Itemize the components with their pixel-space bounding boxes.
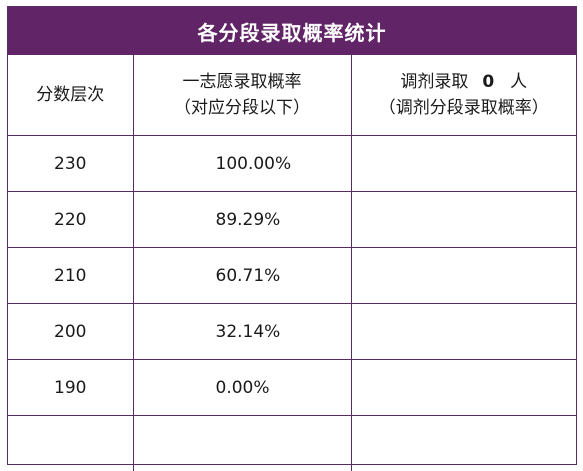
score-cell: 220 [8,191,134,248]
header-first-choice: 一志愿录取概率 （对应分段以下） [132,55,352,136]
rate-cell: 0.00% [132,359,352,416]
rate-cell [132,415,352,471]
header-adjust-prefix: 调剂录取 [400,72,469,92]
table-row: 200 32.14% [8,303,576,360]
header-score-level: 分数层次 [8,55,134,136]
rate-cell: 32.14% [132,303,352,360]
score-cell [8,415,134,471]
rate-value: 0.00% [215,377,270,398]
header-first-choice-line2: （对应分段以下） [174,98,310,118]
score-cell: 230 [8,135,134,192]
adjust-cell [350,359,576,416]
adjust-cell [350,303,576,360]
adjust-cell [350,247,576,304]
header-row: 分数层次 一志愿录取概率 （对应分段以下） 调剂录取 0 人 （调剂分段录取概率） [8,55,576,136]
table-row: 190 0.00% [8,359,576,416]
rate-value: 32.14% [215,321,281,342]
rate-cell: 100.00% [132,135,352,192]
adjust-cell [350,415,576,471]
header-first-choice-line1: 一志愿录取概率 [182,72,302,92]
data-grid: 分数层次 一志愿录取概率 （对应分段以下） 调剂录取 0 人 （调剂分段录取概率） … [8,55,576,471]
score-cell: 210 [8,247,134,304]
table-title: 各分段录取概率统计 [8,7,576,55]
rate-value: 60.71% [215,265,281,286]
table-row: 210 60.71% [8,247,576,304]
score-cell: 200 [8,303,134,360]
score-cell: 190 [8,359,134,416]
rate-cell: 60.71% [132,247,352,304]
table-row: 230 100.00% [8,135,576,192]
header-adjustment: 调剂录取 0 人 （调剂分段录取概率） [350,55,577,136]
table-row: 220 89.29% [8,191,576,248]
header-adjust-suffix: 人 [510,72,528,92]
probability-table: 各分段录取概率统计 分数层次 一志愿录取概率 （对应分段以下） 调剂录取 0 人 （… [7,6,577,471]
header-adjustment-line1: 调剂录取 0 人 [352,69,577,95]
adjust-cell [350,135,576,192]
header-adjustment-line2: （调剂分段录取概率） [378,98,549,118]
rate-value: 100.00% [215,153,292,174]
header-adjust-count: 0 [482,72,495,92]
rate-cell: 89.29% [132,191,352,248]
table-row [8,415,576,471]
rate-value: 89.29% [215,209,281,230]
adjust-cell [350,191,576,248]
